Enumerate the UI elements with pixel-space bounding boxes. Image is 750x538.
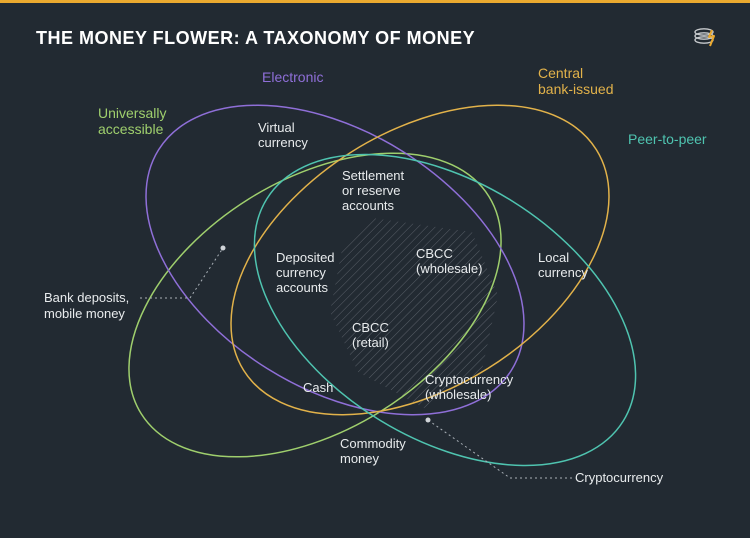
category-label-electronic: Electronic — [262, 69, 323, 85]
callout-bank_deposits: Bank deposits,mobile money — [44, 290, 129, 321]
region-crypto_wholesale: Cryptocurrency(wholesale) — [425, 372, 514, 402]
category-label-universal: Universallyaccessible — [98, 105, 166, 137]
region-commodity: Commoditymoney — [340, 436, 406, 466]
category-label-central: Centralbank-issued — [538, 65, 614, 97]
region-local_currency: Localcurrency — [538, 250, 588, 280]
leader-dot-cryptocurrency — [426, 418, 431, 423]
region-settlement: Settlementor reserveaccounts — [342, 168, 405, 213]
callout-cryptocurrency: Cryptocurrency — [575, 470, 664, 485]
leader-dot-bank_deposits — [221, 246, 226, 251]
venn-diagram: Universallyaccessible Electronic Centralba… — [0, 0, 750, 538]
leader-cryptocurrency — [428, 420, 572, 478]
category-label-p2p: Peer-to-peer — [628, 131, 707, 147]
region-cash: Cash — [303, 380, 333, 395]
region-virtual_currency: Virtualcurrency — [258, 120, 308, 150]
region-cbcc_retail: CBCC(retail) — [352, 320, 389, 350]
ellipse-universal — [75, 90, 555, 519]
region-deposited: Depositedcurrencyaccounts — [276, 250, 335, 295]
